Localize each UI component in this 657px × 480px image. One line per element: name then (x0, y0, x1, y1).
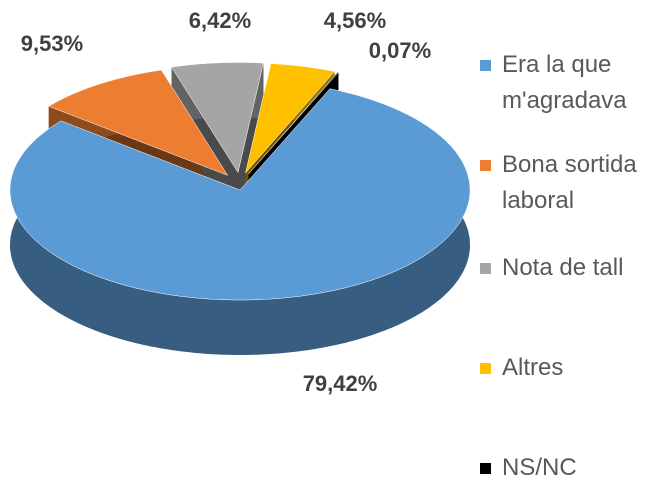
slice-wall (10, 88, 470, 355)
slice (48, 69, 229, 176)
legend-item: Bona sortida laboral (480, 147, 640, 219)
legend-item: Altres (480, 350, 640, 386)
slice (171, 62, 264, 174)
legend-swatch (480, 263, 491, 274)
data-label: 79,42% (303, 371, 378, 396)
legend-label: Era la que m'agradava (502, 51, 627, 114)
legend-label: Bona sortida laboral (502, 151, 637, 214)
legend-label: Altres (502, 354, 564, 381)
data-label: 0,07% (369, 38, 431, 63)
slice (248, 72, 339, 174)
slice (245, 63, 335, 174)
legend-swatch (480, 363, 491, 374)
legend-swatch (480, 160, 491, 171)
legend-swatch (480, 60, 491, 71)
legend-label: NS/NC (502, 454, 577, 480)
legend-swatch (480, 463, 491, 474)
data-label: 4,56% (324, 8, 386, 33)
legend-item: Nota de tall (480, 250, 640, 286)
legend-item: Era la que m'agradava (480, 47, 640, 119)
slice (9, 88, 471, 301)
legend-label: Nota de tall (502, 254, 624, 281)
data-label: 6,42% (189, 8, 251, 33)
pie-tops (9, 62, 471, 301)
legend-item: NS/NC (480, 450, 640, 480)
data-label: 9,53% (21, 31, 83, 56)
